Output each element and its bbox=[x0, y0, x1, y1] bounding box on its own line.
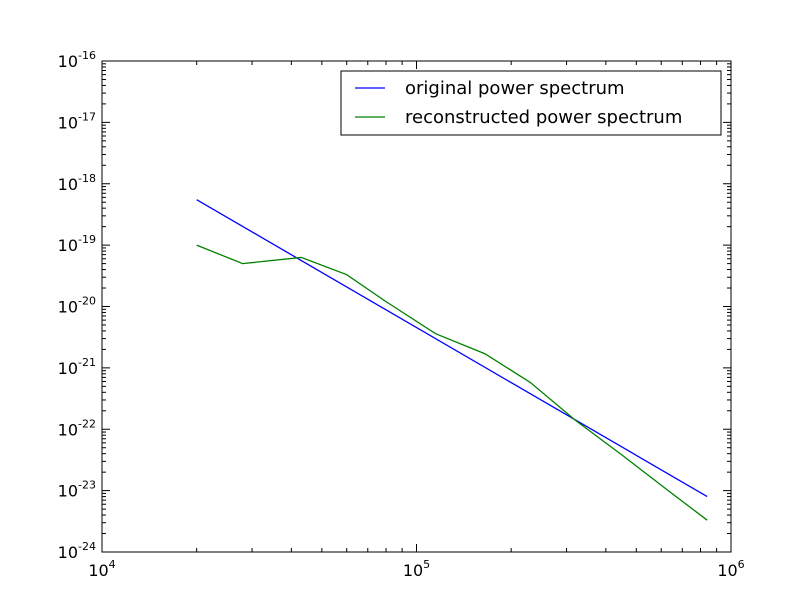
y-tick-label: 10-20 bbox=[58, 295, 96, 317]
series-line-original bbox=[196, 199, 708, 498]
y-tick-label: 10-24 bbox=[58, 540, 96, 562]
legend-label: original power spectrum bbox=[405, 78, 625, 99]
x-tick-label: 105 bbox=[403, 558, 430, 580]
legend-label: reconstructed power spectrum bbox=[405, 107, 682, 128]
y-tick-label: 10-18 bbox=[58, 172, 96, 194]
plot-area-frame bbox=[101, 60, 732, 553]
x-tick-label: 106 bbox=[717, 558, 744, 580]
y-tick-label: 10-17 bbox=[58, 110, 96, 132]
x-tick-label: 104 bbox=[88, 558, 115, 580]
y-tick-label: 10-16 bbox=[58, 49, 96, 71]
y-tick-label: 10-22 bbox=[58, 417, 96, 439]
y-tick-label: 10-21 bbox=[58, 356, 96, 378]
series-lines bbox=[196, 199, 708, 521]
legend: original power spectrum reconstructed pow… bbox=[340, 70, 722, 136]
tick-labels: 104 105 106 10-24 10-23 10-22 10-21 10-20 10-19 1… bbox=[58, 49, 745, 580]
series-line-reconstructed bbox=[196, 244, 708, 521]
y-tick-label: 10-19 bbox=[58, 233, 96, 255]
y-tick-label: 10-23 bbox=[58, 479, 96, 501]
legend-box bbox=[340, 70, 722, 136]
